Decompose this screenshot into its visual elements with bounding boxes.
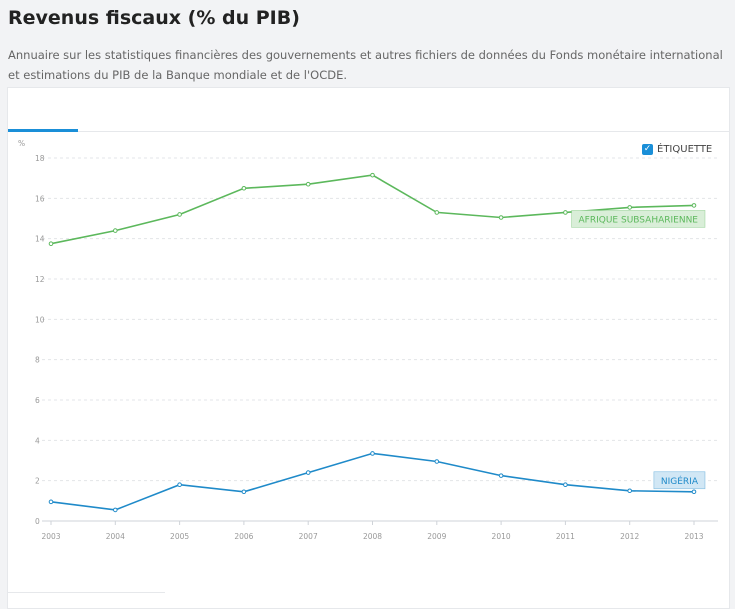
data-point: [434, 459, 440, 464]
series-label-box: [653, 471, 706, 490]
x-tick-label: 2011: [556, 532, 575, 541]
series-label: AFRIQUE SUBSAHARIENNE: [579, 215, 699, 225]
series-line-1: [50, 452, 695, 511]
y-tick-label: 16: [35, 194, 45, 203]
x-tick-label: 2009: [427, 532, 446, 541]
y-tick-label: 10: [35, 315, 45, 324]
data-point: [627, 205, 633, 210]
data-point: [241, 185, 247, 191]
page-title: Revenus fiscaux (% du PIB): [8, 7, 300, 29]
tab-bar: [8, 88, 729, 132]
label-toggle[interactable]: ✓ ÉTIQUETTE: [642, 144, 712, 155]
y-tick-label: 18: [35, 154, 45, 163]
x-tick-label: 2006: [234, 532, 253, 541]
x-tick-label: 2004: [106, 532, 125, 541]
x-tick-label: 2008: [363, 532, 382, 541]
data-point: [434, 210, 440, 215]
series-label-box: [571, 210, 706, 228]
data-point: [305, 181, 311, 187]
data-point: [691, 489, 697, 495]
data-point: [241, 489, 247, 495]
checkbox-checked-icon[interactable]: ✓: [642, 144, 653, 155]
data-point: [177, 482, 182, 488]
data-point: [177, 212, 182, 217]
data-point: [113, 228, 118, 233]
divider: [7, 592, 165, 593]
y-tick-label: 2: [35, 477, 40, 486]
data-point: [691, 203, 697, 208]
tab-chart-active-indicator[interactable]: [8, 129, 78, 132]
data-point: [113, 507, 118, 513]
x-tick-label: 2012: [620, 532, 639, 541]
y-axis-label: %: [18, 139, 25, 148]
label-toggle-text: ÉTIQUETTE: [657, 144, 713, 155]
y-tick-label: 14: [35, 235, 45, 244]
data-point: [48, 499, 54, 505]
data-point: [498, 473, 504, 478]
y-tick-label: 6: [35, 396, 40, 405]
y-tick-label: 4: [35, 436, 40, 445]
data-point: [370, 451, 375, 456]
data-point: [305, 470, 311, 475]
data-point: [627, 488, 633, 494]
chart-description: Annuaire sur les statistiques financière…: [8, 48, 723, 82]
chart-card: ✓ ÉTIQUETTE: [7, 87, 730, 609]
x-tick-label: 2013: [684, 532, 703, 541]
data-point: [370, 172, 375, 178]
x-tick-label: 2005: [170, 532, 189, 541]
x-tick-label: 2003: [41, 532, 60, 541]
x-tick-label: 2010: [492, 532, 511, 541]
data-point: [563, 482, 568, 488]
series-line-0: [50, 174, 695, 245]
x-tick-label: 2007: [299, 532, 318, 541]
data-point: [48, 241, 54, 247]
y-tick-label: 0: [35, 517, 40, 526]
series-label: NIGÉRIA: [661, 475, 699, 487]
y-tick-label: 8: [35, 356, 40, 365]
data-point: [498, 215, 504, 220]
data-point: [563, 210, 568, 215]
y-tick-label: 12: [35, 275, 45, 284]
